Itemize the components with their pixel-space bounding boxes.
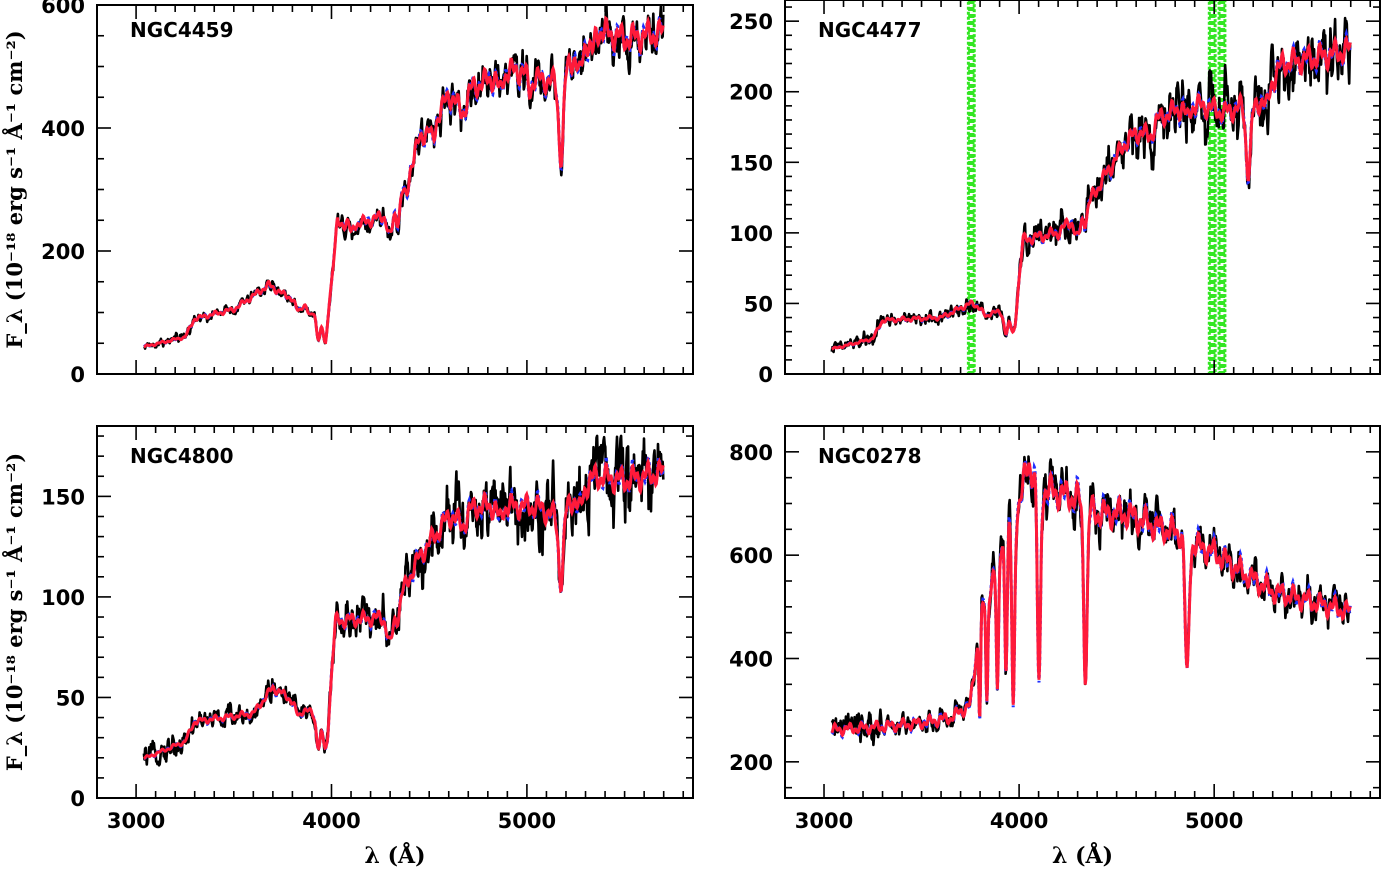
observed-spectrum (142, 434, 665, 767)
panel-ngc4459: 0 200 400 600 NGC4459 F_λ (10⁻¹⁸ erg s⁻¹ Å⁻¹ … (2, 0, 694, 387)
y-tick-label: 250 (729, 10, 773, 34)
y-tick-label: 0 (70, 787, 85, 811)
masked-region-1 (966, 0, 976, 374)
panel-label: NGC4477 (818, 18, 922, 42)
y-tick-label: 150 (41, 485, 85, 509)
panel-ngc4477: 0 50 100 150 200 250 NGC4477 (729, 0, 1381, 387)
y-axis-title: F_λ (10⁻¹⁸ erg s⁻¹ Å⁻¹ cm⁻²) (2, 30, 27, 348)
model-spectrum-red (831, 34, 1352, 351)
panel-label: NGC4800 (130, 444, 234, 468)
plot-frame (784, 0, 1381, 375)
y-tick-label: 200 (41, 240, 85, 264)
y-tick-label: 100 (729, 222, 773, 246)
y-tick-label: 0 (758, 363, 773, 387)
plot-frame (96, 4, 694, 375)
y-tick-label: 200 (729, 751, 773, 775)
y-tick-label: 200 (729, 81, 773, 105)
y-tick-label: 150 (729, 151, 773, 175)
x-axis-title: λ (Å) (365, 842, 426, 869)
y-axis-title: F_λ (10⁻¹⁸ erg s⁻¹ Å⁻¹ cm⁻²) (2, 453, 27, 771)
model-spectrum-red (143, 15, 665, 349)
x-axis-title: λ (Å) (1052, 842, 1113, 869)
y-tick-label: 400 (41, 117, 85, 141)
y-tick-label: 0 (70, 363, 85, 387)
y-tick-label: 50 (56, 686, 85, 710)
y-tick-label: 600 (729, 544, 773, 568)
plot-frame (784, 425, 1381, 799)
x-tick-label: 5000 (498, 809, 556, 833)
x-tick-label: 3000 (795, 809, 853, 833)
x-tick-label: 4000 (302, 809, 360, 833)
y-tick-label: 50 (744, 292, 773, 316)
y-tick-label: 100 (41, 586, 85, 610)
panel-ngc0278: 3000 4000 5000 200 400 600 800 NGC0278 λ (Å) (729, 425, 1381, 869)
model-spectrum-red (143, 456, 665, 760)
panel-label: NGC4459 (130, 18, 234, 42)
panel-label: NGC0278 (818, 444, 922, 468)
masked-region-3 (1217, 0, 1227, 374)
masked-region-2 (1207, 0, 1217, 374)
y-tick-label: 800 (729, 441, 773, 465)
plot-frame (96, 425, 694, 799)
observed-spectrum (830, 16, 1352, 354)
model-spectrum-red (830, 462, 1352, 738)
y-tick-label: 400 (729, 648, 773, 672)
y-tick-label: 600 (41, 0, 85, 18)
x-tick-label: 3000 (107, 809, 165, 833)
x-tick-label: 4000 (990, 809, 1048, 833)
panel-ngc4800: 3000 4000 5000 0 50 100 150 NGC4800 λ (Å) F_λ (10… (2, 425, 694, 869)
x-tick-label: 5000 (1185, 809, 1243, 833)
